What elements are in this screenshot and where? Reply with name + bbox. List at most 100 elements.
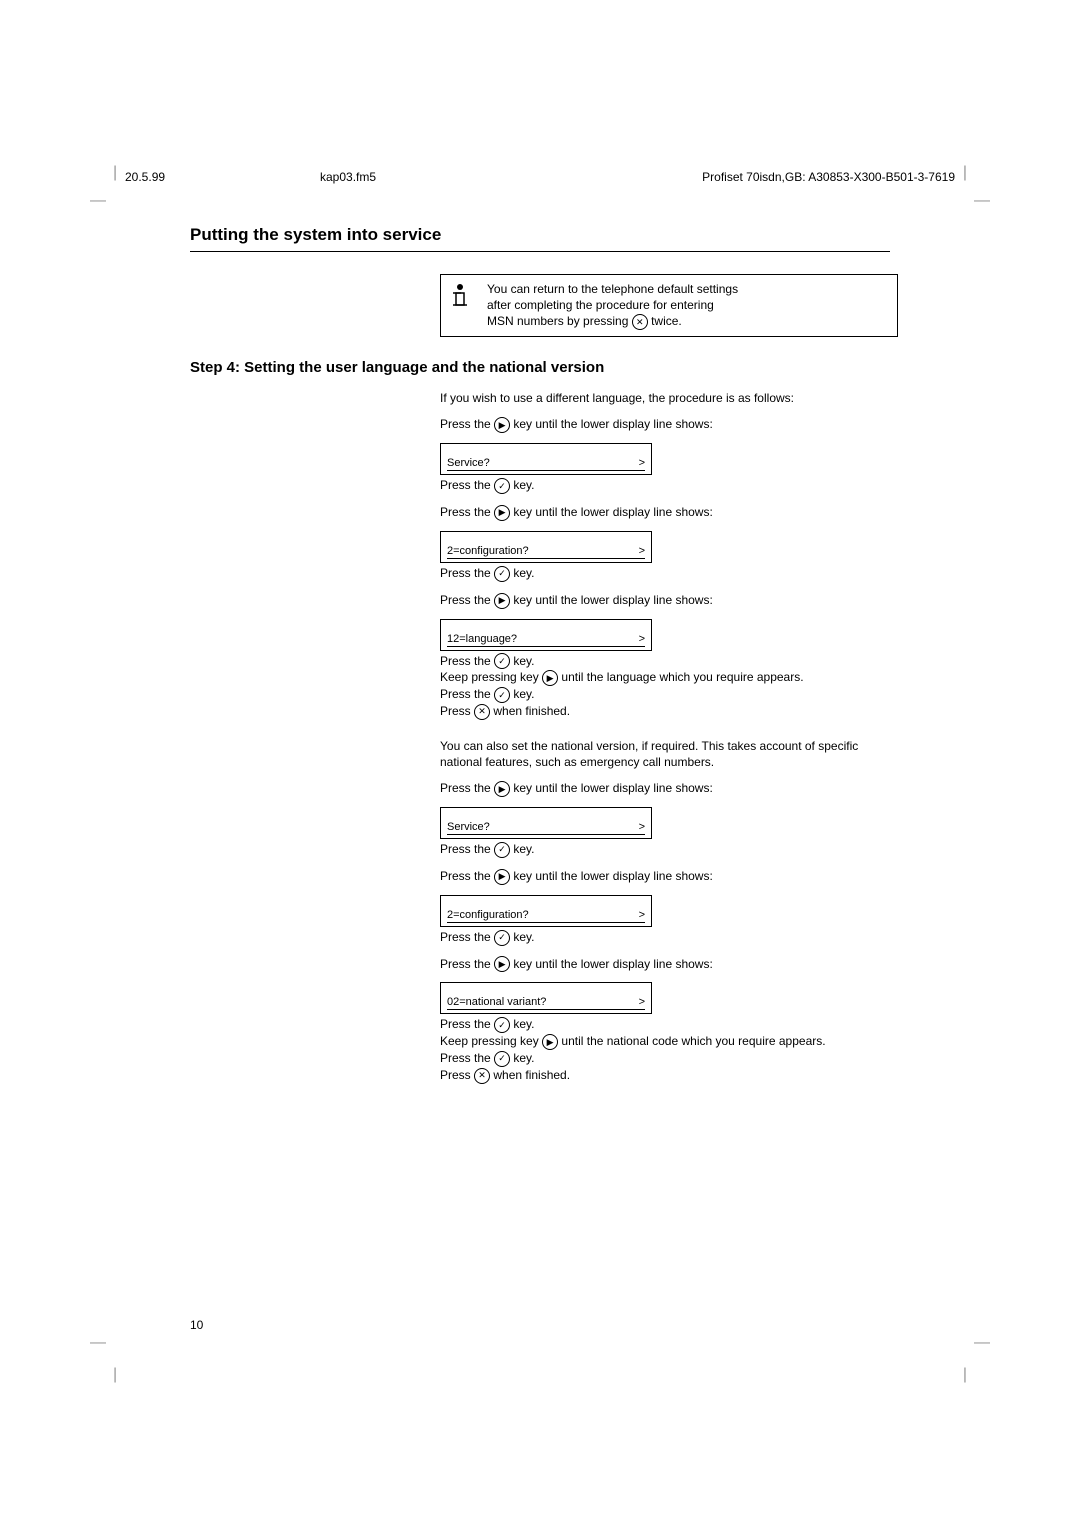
- display-label: Service?: [447, 457, 490, 469]
- text-fragment: Press the: [440, 957, 494, 971]
- instruction-text: Press the ▶ key until the lower display …: [440, 504, 880, 521]
- text-fragment: Press the: [440, 1051, 494, 1065]
- instruction-text: Press the ▶ key until the lower display …: [440, 780, 880, 797]
- ok-icon: ✓: [494, 566, 510, 582]
- cancel-icon: ✕: [474, 704, 490, 720]
- header-doc: Profiset 70isdn,GB: A30853-X300-B501-3-7…: [702, 170, 955, 184]
- display-arrow: >: [639, 545, 645, 557]
- ok-icon: ✓: [494, 687, 510, 703]
- text-fragment: key.: [510, 478, 534, 492]
- instruction-text: Press the ✓ key. Keep pressing key ▶ unt…: [440, 653, 880, 720]
- text-fragment: Keep pressing key: [440, 670, 542, 684]
- note-text: You can return to the telephone default …: [487, 281, 738, 330]
- display-label: 2=configuration?: [447, 545, 529, 557]
- instruction-text: Press the ✓ key.: [440, 565, 880, 582]
- text-fragment: until the language which you require app…: [558, 670, 804, 684]
- next-icon: ▶: [494, 869, 510, 885]
- next-icon: ▶: [542, 670, 558, 686]
- text-fragment: Keep pressing key: [440, 1034, 542, 1048]
- text-fragment: Press the: [440, 478, 494, 492]
- display-arrow: >: [639, 821, 645, 833]
- text-fragment: key.: [510, 1051, 534, 1065]
- display-arrow: >: [639, 909, 645, 921]
- crop-mark: —: [90, 192, 106, 210]
- cancel-icon: ✕: [632, 314, 648, 330]
- crop-mark: —: [90, 1334, 106, 1352]
- section-divider: [190, 251, 890, 252]
- note-line3-post: twice.: [651, 314, 682, 328]
- note-line1: You can return to the telephone default …: [487, 282, 738, 296]
- text-fragment: key until the lower display line shows:: [510, 781, 713, 795]
- text-fragment: Press: [440, 704, 474, 718]
- display-box: 12=language? >: [440, 619, 652, 651]
- display-box: 2=configuration? >: [440, 895, 652, 927]
- text-fragment: Press the: [440, 781, 494, 795]
- next-icon: ▶: [494, 593, 510, 609]
- text-fragment: when finished.: [490, 1068, 570, 1082]
- step-heading: Step 4: Setting the user language and th…: [190, 359, 890, 376]
- crop-mark: |: [963, 164, 967, 182]
- text-fragment: Press: [440, 1068, 474, 1082]
- next-icon: ▶: [494, 505, 510, 521]
- display-label: 12=language?: [447, 633, 517, 645]
- national-intro: You can also set the national version, i…: [440, 738, 880, 770]
- text-fragment: key.: [510, 687, 534, 701]
- ok-icon: ✓: [494, 930, 510, 946]
- display-line: Service? >: [447, 457, 645, 471]
- text-fragment: Press the: [440, 417, 494, 431]
- display-box: Service? >: [440, 443, 652, 475]
- instruction-text: Press the ✓ key. Keep pressing key ▶ unt…: [440, 1016, 880, 1083]
- note-line2: after completing the procedure for enter…: [487, 298, 714, 312]
- text-fragment: Press the: [440, 566, 494, 580]
- header-date-text: 20.5.99: [125, 170, 165, 184]
- display-label: Service?: [447, 821, 490, 833]
- instruction-text: Press the ▶ key until the lower display …: [440, 956, 880, 973]
- ok-icon: ✓: [494, 478, 510, 494]
- display-label: 02=national variant?: [447, 996, 546, 1008]
- instruction-text: Press the ▶ key until the lower display …: [440, 416, 880, 433]
- text-fragment: Press the: [440, 654, 494, 668]
- display-arrow: >: [639, 996, 645, 1008]
- text-fragment: Press the: [440, 1017, 494, 1031]
- text-fragment: key until the lower display line shows:: [510, 593, 713, 607]
- text-fragment: Press the: [440, 687, 494, 701]
- text-fragment: Press the: [440, 930, 494, 944]
- page-number: 10: [190, 1318, 203, 1332]
- text-fragment: key until the lower display line shows:: [510, 957, 713, 971]
- note-box: You can return to the telephone default …: [440, 274, 898, 337]
- display-line: 2=configuration? >: [447, 545, 645, 559]
- intro-text: If you wish to use a different language,…: [440, 390, 880, 406]
- display-line: 12=language? >: [447, 633, 645, 647]
- instruction-text: Press the ✓ key.: [440, 841, 880, 858]
- crop-mark: —: [974, 192, 990, 210]
- text-fragment: key.: [510, 1017, 534, 1031]
- display-line: Service? >: [447, 821, 645, 835]
- text-fragment: key until the lower display line shows:: [510, 869, 713, 883]
- instruction-text: Press the ✓ key.: [440, 477, 880, 494]
- header-doc-text: Profiset 70isdn,GB: A30853-X300-B501-3-7…: [702, 170, 955, 184]
- text-fragment: key.: [510, 654, 534, 668]
- text-fragment: Press the: [440, 593, 494, 607]
- text-fragment: key until the lower display line shows:: [510, 417, 713, 431]
- info-icon: [449, 283, 473, 316]
- crop-mark: |: [963, 1366, 967, 1384]
- cancel-icon: ✕: [474, 1068, 490, 1084]
- crop-mark: |: [113, 1366, 117, 1384]
- text-fragment: until the national code which you requir…: [558, 1034, 826, 1048]
- display-arrow: >: [639, 633, 645, 645]
- display-label: 2=configuration?: [447, 909, 529, 921]
- text-fragment: key.: [510, 842, 534, 856]
- ok-icon: ✓: [494, 842, 510, 858]
- text-fragment: Press the: [440, 842, 494, 856]
- instruction-text: Press the ▶ key until the lower display …: [440, 592, 880, 609]
- next-icon: ▶: [494, 956, 510, 972]
- next-icon: ▶: [494, 781, 510, 797]
- instruction-text: Press the ▶ key until the lower display …: [440, 868, 880, 885]
- text-fragment: key.: [510, 930, 534, 944]
- text-fragment: key.: [510, 566, 534, 580]
- text-fragment: key until the lower display line shows:: [510, 505, 713, 519]
- display-line: 02=national variant? >: [447, 996, 645, 1010]
- crop-mark: —: [974, 1334, 990, 1352]
- text-fragment: when finished.: [490, 704, 570, 718]
- section-title: Putting the system into service: [190, 225, 890, 245]
